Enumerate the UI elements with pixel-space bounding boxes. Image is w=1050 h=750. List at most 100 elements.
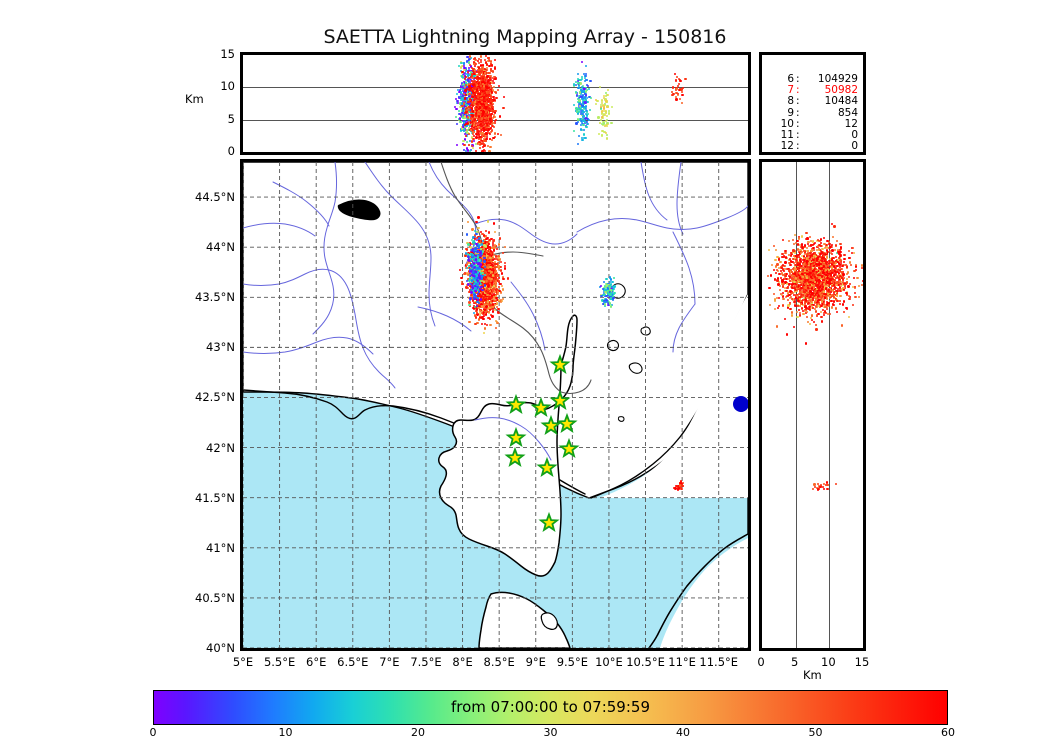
longitude-tick-label: 7.5°E: [410, 655, 442, 669]
lightning-source-point: [474, 90, 477, 93]
lightning-source-point: [602, 109, 605, 112]
lightning-source-point: [492, 95, 495, 98]
lightning-source-point: [589, 79, 592, 82]
lightning-source-point: [469, 82, 472, 86]
corsica-river: [474, 417, 552, 461]
lightning-source-point: [484, 98, 487, 101]
lightning-source-point: [463, 143, 466, 147]
lightning-source-point: [579, 117, 582, 121]
lightning-source-point: [476, 89, 479, 92]
lightning-source-point: [481, 118, 485, 121]
lightning-source-point: [482, 114, 485, 117]
lightning-source-point: [489, 89, 492, 92]
lightning-source-point: [477, 318, 480, 321]
lightning-source-point: [488, 84, 491, 87]
lightning-source-point: [478, 71, 481, 74]
lightning-source-point: [471, 128, 474, 132]
lightning-source-point: [465, 100, 468, 103]
lightning-source-point: [462, 123, 465, 126]
lightning-source-point: [485, 123, 488, 126]
lightning-source-point: [481, 317, 485, 320]
lightning-source-point: [484, 116, 487, 120]
lightning-source-point: [576, 110, 579, 113]
lightning-source-point: [579, 78, 583, 81]
lightning-source-point: [465, 124, 468, 127]
lightning-source-point: [486, 85, 490, 88]
lightning-source-point: [460, 86, 463, 89]
latitude-tick-label: 41°N: [206, 540, 235, 555]
lightning-source-point: [578, 105, 582, 108]
lightning-source-point: [485, 137, 488, 140]
lightning-source-point: [477, 83, 480, 86]
lightning-source-point: [485, 69, 488, 72]
lightning-source-point: [459, 129, 463, 133]
lightning-source-point: [465, 286, 468, 289]
lightning-source-point: [483, 71, 487, 75]
lightning-source-point: [465, 149, 468, 152]
lightning-source-point: [463, 109, 466, 112]
lightning-source-point: [680, 102, 683, 105]
lightning-source-point: [498, 115, 501, 118]
lightning-source-point: [487, 94, 490, 98]
lightning-source-point: [488, 79, 491, 82]
lightning-source-point: [466, 60, 469, 63]
lightning-source-point: [612, 276, 615, 280]
lightning-source-point: [672, 86, 675, 89]
lightning-source-point: [477, 97, 480, 101]
lightning-source-point: [464, 111, 467, 115]
lightning-source-point: [480, 85, 483, 88]
lightning-source-point: [457, 109, 461, 112]
legend-source-count: 0: [851, 140, 858, 152]
lightning-source-point: [483, 142, 486, 145]
lightning-source-point: [473, 110, 477, 113]
lightning-source-point: [492, 137, 495, 140]
lightning-source-point: [461, 112, 464, 115]
map-panel: [240, 159, 751, 651]
lightning-source-point: [585, 99, 588, 102]
lightning-source-point: [492, 77, 495, 80]
lightning-source-point: [466, 117, 469, 121]
lightning-source-point: [480, 79, 483, 82]
lightning-source-point: [576, 97, 579, 101]
lightning-source-point: [461, 81, 464, 85]
lightning-source-point: [491, 102, 494, 105]
lightning-source-point: [577, 82, 580, 85]
lightning-source-point: [479, 59, 483, 62]
lightning-source-point: [466, 88, 469, 91]
lightning-source-point: [580, 112, 583, 115]
lightning-source-point: [464, 73, 467, 76]
lightning-source-point: [481, 77, 484, 80]
lightning-source-point: [494, 132, 497, 135]
lightning-source-point: [575, 95, 578, 98]
lightning-source-point: [481, 145, 484, 148]
lightning-source-point: [479, 90, 482, 93]
lightning-source-point: [577, 111, 580, 114]
lma-station-star-icon: [549, 389, 571, 410]
lightning-source-point: [491, 289, 495, 292]
lightning-source-point: [486, 145, 489, 148]
lightning-source-point: [479, 83, 482, 86]
latitude-tick-label: 44.5°N: [195, 190, 235, 205]
lightning-source-point: [586, 78, 589, 82]
lightning-source-point: [477, 237, 480, 240]
lightning-source-point: [474, 58, 477, 61]
lightning-source-point: [485, 83, 488, 86]
lightning-source-point: [471, 91, 474, 94]
lightning-source-point: [583, 74, 586, 78]
latitude-tick-label: 40.5°N: [195, 590, 235, 605]
lightning-source-point: [492, 109, 495, 112]
lightning-source-point: [476, 59, 479, 63]
lightning-source-point: [475, 133, 478, 136]
lightning-source-point: [485, 129, 488, 132]
lightning-source-point: [611, 105, 614, 109]
lightning-source-point: [784, 261, 787, 264]
lightning-source-point: [483, 149, 487, 152]
lightning-source-point: [476, 105, 480, 108]
longitude-tick-label: 6°E: [306, 655, 327, 669]
lightning-source-point: [486, 114, 490, 117]
lightning-source-point: [474, 64, 477, 68]
lightning-source-point: [478, 109, 481, 112]
lightning-source-point: [486, 72, 489, 75]
lightning-source-point: [471, 69, 475, 72]
lightning-source-point: [483, 77, 486, 80]
